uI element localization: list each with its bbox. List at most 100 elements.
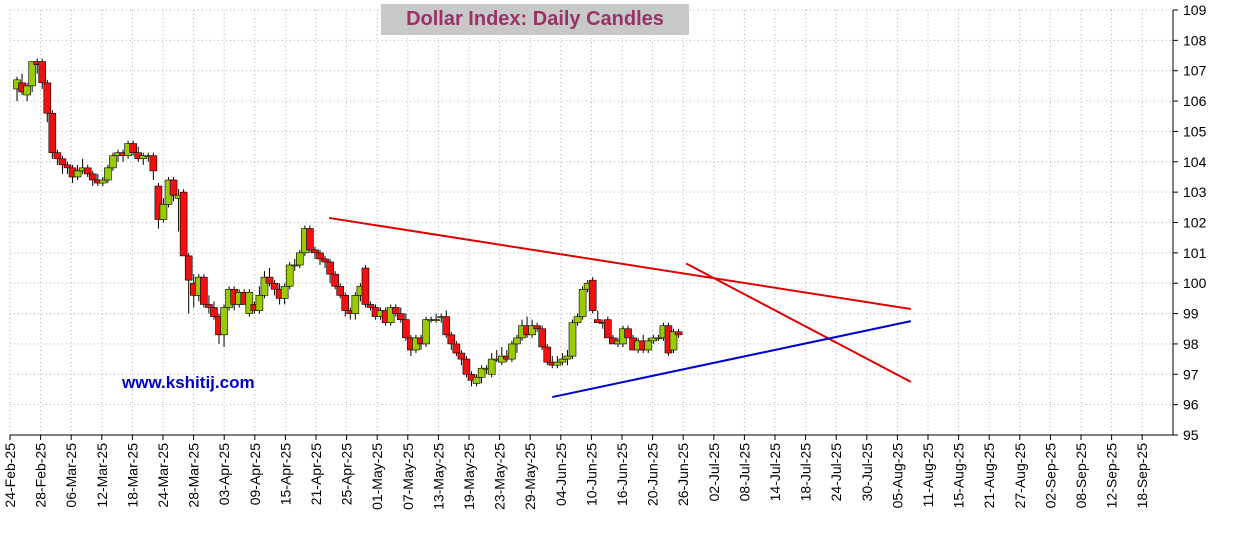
candle [674,328,683,338]
x-tick-label: 30-Jul-25 [859,443,875,502]
x-tick-label: 26-Jun-25 [675,443,691,506]
candle [508,340,516,363]
candle [543,343,552,366]
candle-body-up [477,367,486,378]
candle [447,331,456,350]
trendline [552,320,912,399]
candle-body-up [472,377,481,384]
candle [588,277,597,314]
candle-body-down [270,282,279,290]
x-tick-label: 08-Jul-25 [736,443,752,502]
candle [649,334,658,344]
x-tick-label: 18-Sep-25 [1134,443,1150,509]
y-tick-label: 105 [1183,123,1207,139]
candle-body-down [321,258,329,263]
candle [245,289,254,317]
candle-body-down [265,276,274,284]
candle [391,304,400,317]
candle [290,258,299,272]
candle [422,316,430,347]
candle [669,328,678,354]
candle [260,271,269,299]
candle [457,350,466,366]
trendlines [328,216,912,399]
candle [205,295,213,314]
candle-body-down [604,319,612,339]
candle-body-down [366,304,375,308]
candle [149,152,158,180]
candle [593,310,602,323]
candle [109,152,117,171]
x-tick-label: 18-Jul-25 [798,443,814,502]
y-tick-label: 107 [1183,63,1207,79]
candle-body-up [573,316,582,323]
candle [558,353,567,366]
candle [533,322,541,332]
grid [9,9,1173,436]
candle [573,313,582,326]
candle-body-down [184,255,193,281]
candle-body-down [457,352,466,360]
candle-body-down [311,249,319,254]
candle-body-up [28,61,36,87]
y-tick-label: 98 [1183,336,1199,352]
candle-body-up [104,167,112,181]
y-tick-label: 108 [1183,32,1207,48]
candle [73,164,82,180]
x-tick-label: 15-Aug-25 [951,443,967,509]
candle-body-down [154,185,163,220]
candle [361,265,370,308]
x-tick-label: 03-Apr-25 [216,443,232,505]
candle-body-up [99,179,107,184]
candle-body-up [290,264,299,267]
candle-body-down [129,143,137,153]
candle [306,225,314,253]
candle [351,292,360,320]
candle-body-up [220,307,228,336]
candle [386,304,395,326]
candle [265,268,274,287]
candle [326,258,334,284]
candle [280,283,289,305]
x-tick-label: 27-Aug-25 [1012,443,1028,509]
x-tick-label: 24-Feb-25 [2,443,18,508]
y-tick-label: 96 [1183,397,1199,413]
candle-body-down [593,319,602,323]
candle-body-up [351,295,360,314]
candle-body-up [528,325,536,336]
candle-body-up [255,295,264,311]
candle-body-up [553,361,562,366]
x-tick-label: 29-May-25 [522,443,538,510]
candle [38,58,47,89]
x-tick-label: 12-Sep-25 [1104,443,1120,509]
candle-body-down [83,167,92,175]
candle-body-down [169,179,178,196]
candle [210,301,218,320]
chart-title: Dollar Index: Daily Candles [406,8,664,30]
candle-body-up [139,155,148,160]
candle [270,280,279,296]
x-tick-label: 11-Aug-25 [920,443,936,508]
candle-body-down [674,331,683,336]
candle-body-down [43,82,52,114]
candle-body-up [260,276,269,296]
x-tick-label: 02-Jul-25 [706,443,722,502]
x-tick-label: 20-Jun-25 [645,443,661,506]
x-tick-label: 13-May-25 [430,443,446,510]
y-tick-label: 102 [1183,215,1207,231]
x-tick-label: 04-Jun-25 [553,443,569,506]
candle-body-down [326,261,334,275]
candle-body-down [336,285,345,296]
candle-body-down [361,267,370,305]
x-tick-label: 15-Apr-25 [277,443,293,505]
candle [563,350,572,366]
candle [28,61,36,92]
candle-body-down [53,152,62,160]
candle-body-down [306,228,314,251]
candle-body-up [654,337,663,340]
x-tick-label: 23-May-25 [492,443,508,510]
y-tick-label: 100 [1183,275,1207,291]
x-tick-label: 28-Mar-25 [186,443,202,508]
candle [396,307,405,323]
candle-body-up [649,337,658,342]
